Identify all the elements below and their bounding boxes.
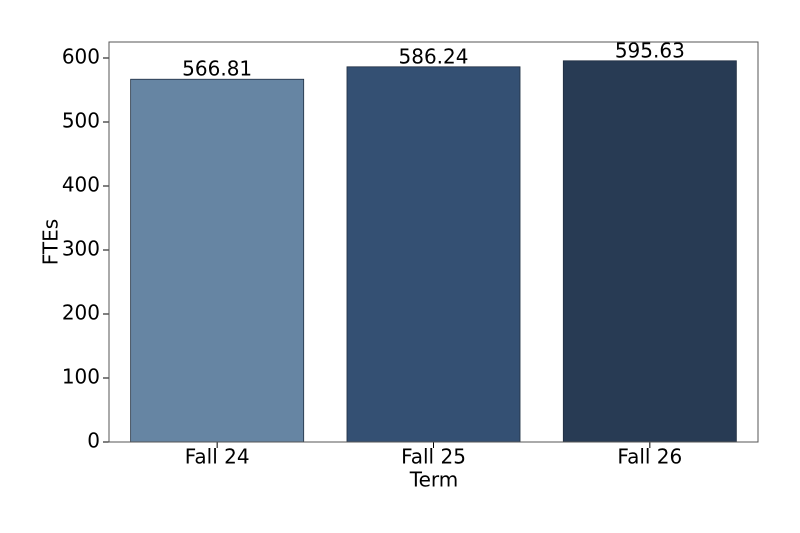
bar [130, 78, 305, 443]
y-tick-label: 400 [62, 173, 100, 197]
plot-frame [108, 41, 759, 443]
x-tick-label: Fall 26 [617, 445, 682, 469]
x-axis-label: Term [409, 468, 458, 492]
bar [562, 60, 737, 443]
y-tick-label: 500 [62, 109, 100, 133]
x-tick-label: Fall 25 [401, 445, 466, 469]
bar [346, 66, 521, 443]
y-tick-label: 600 [62, 45, 100, 69]
y-axis-label: FTEs [39, 219, 63, 265]
data-label: 586.24 [399, 44, 469, 68]
data-label: 566.81 [182, 57, 252, 81]
y-tick-label: 100 [62, 365, 100, 389]
y-tick-label: 200 [62, 301, 100, 325]
x-tick-label: Fall 24 [185, 445, 250, 469]
y-tick-label: 0 [87, 429, 100, 453]
y-tick-label: 300 [62, 237, 100, 261]
